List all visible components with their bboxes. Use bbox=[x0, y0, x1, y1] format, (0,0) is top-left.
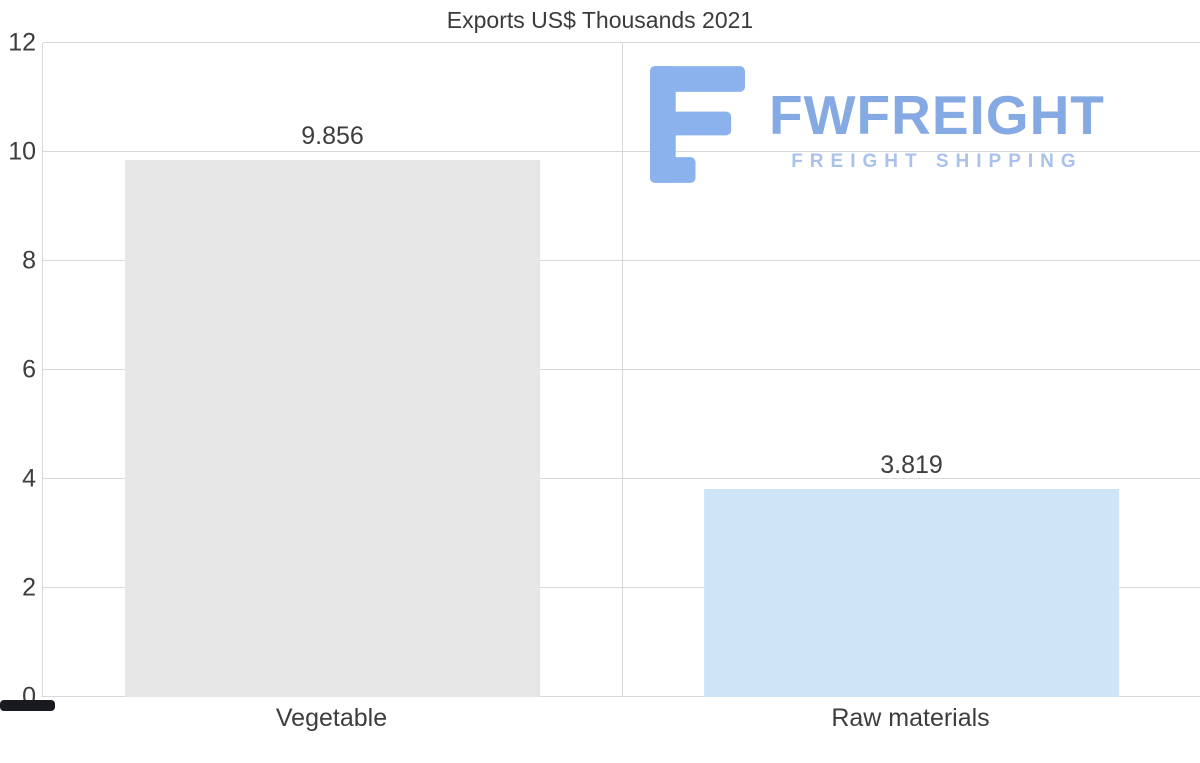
brand-tagline: FREIGHT SHIPPING bbox=[791, 151, 1083, 172]
bar-raw-materials bbox=[703, 488, 1120, 697]
x-label-vegetable: Vegetable bbox=[275, 704, 388, 732]
chart-title: Exports US$ Thousands 2021 bbox=[446, 7, 754, 33]
y-tick-label-6: 6 bbox=[22, 355, 36, 384]
value-label-raw-materials: 3.819 bbox=[880, 450, 943, 479]
x-label-raw-materials: Raw materials bbox=[831, 704, 990, 732]
brand-logo: FWFREIGHT FREIGHT SHIPPING bbox=[650, 66, 1105, 183]
y-axis: 0 2 4 6 8 10 12 bbox=[0, 30, 40, 709]
gridline-y-4 bbox=[43, 478, 1200, 479]
bar-column-raw-materials: 3.819 bbox=[622, 43, 1200, 697]
gridline-y-6 bbox=[43, 369, 1200, 370]
y-tick-label-4: 4 bbox=[22, 464, 36, 493]
gridline-x-divider bbox=[622, 43, 623, 697]
x-axis: Vegetable Raw materials bbox=[42, 704, 1200, 733]
fw-letter-f-icon bbox=[650, 66, 745, 183]
bar-column-vegetable: 9.856 bbox=[43, 43, 622, 697]
gridline-y-0 bbox=[43, 696, 1200, 697]
value-label-vegetable: 9.856 bbox=[301, 121, 364, 150]
plot-area: 9.856 3.819 bbox=[42, 42, 1200, 697]
y-tick-label-2: 2 bbox=[22, 573, 36, 602]
y-tick-label-10: 10 bbox=[8, 137, 36, 166]
brand-name: FWFREIGHT bbox=[769, 84, 1105, 146]
gridline-y-10 bbox=[43, 151, 1200, 152]
gridline-y-12 bbox=[43, 42, 1200, 43]
y-tick-label-8: 8 bbox=[22, 246, 36, 275]
bar-vegetable bbox=[124, 159, 541, 697]
gridline-y-2 bbox=[43, 587, 1200, 588]
y-tick-label-12: 12 bbox=[8, 28, 36, 57]
scrollbar-thumb[interactable] bbox=[0, 700, 55, 711]
brand-text-block: FWFREIGHT FREIGHT SHIPPING bbox=[769, 66, 1105, 173]
gridline-y-8 bbox=[43, 260, 1200, 261]
